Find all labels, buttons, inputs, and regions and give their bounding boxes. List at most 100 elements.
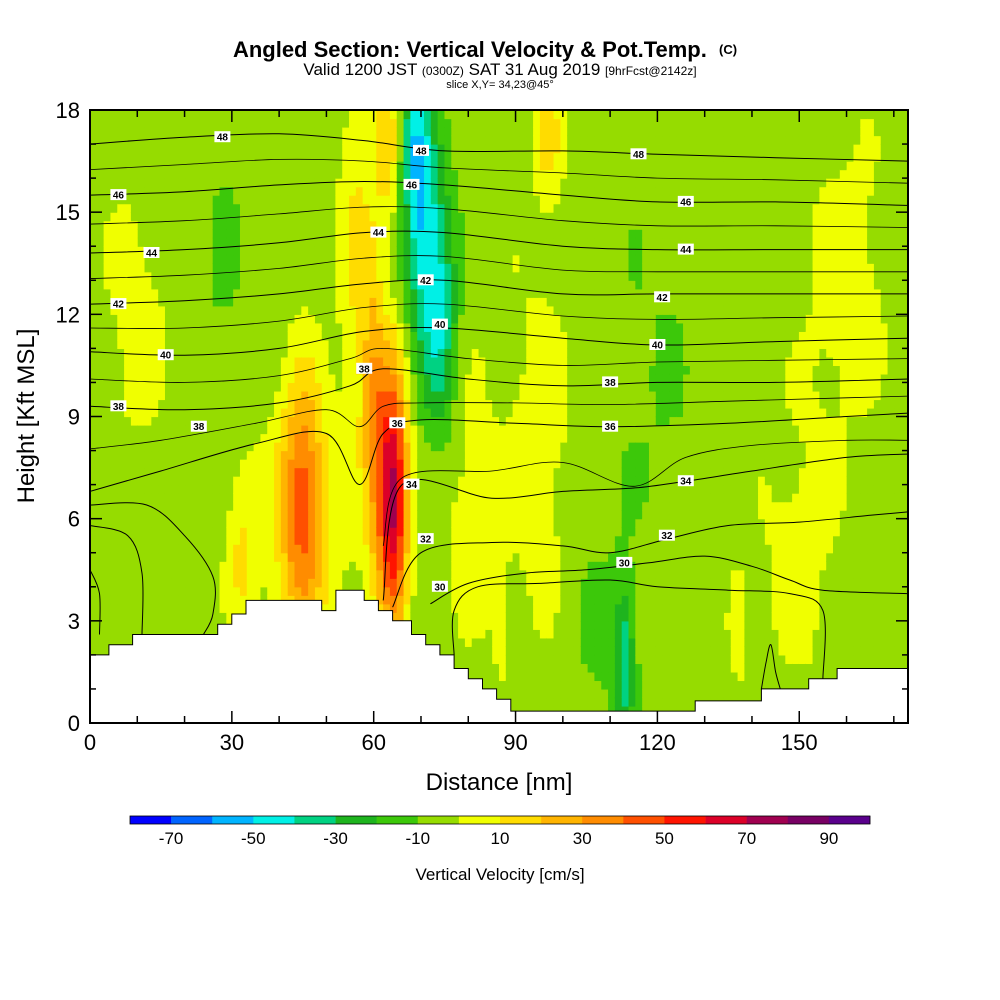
velocity-cell (519, 705, 527, 716)
velocity-cell (90, 254, 98, 264)
velocity-cell (328, 135, 336, 145)
velocity-cell (499, 688, 507, 699)
velocity-cell (533, 144, 541, 154)
velocity-cell (539, 629, 548, 639)
velocity-cell (362, 544, 371, 554)
velocity-cell (396, 390, 405, 401)
velocity-cell (287, 280, 296, 290)
velocity-cell (505, 654, 514, 664)
velocity-cell (519, 450, 527, 460)
velocity-cell (178, 237, 187, 247)
velocity-cell (90, 578, 98, 588)
velocity-cell (458, 152, 466, 162)
velocity-cell (410, 118, 418, 128)
velocity-cell (512, 305, 521, 315)
velocity-cell (383, 237, 391, 247)
velocity-cell (369, 459, 377, 469)
velocity-cell (389, 203, 398, 213)
velocity-cell (499, 339, 507, 349)
velocity-cell (130, 510, 139, 520)
velocity-cell (335, 212, 343, 222)
velocity-cell (328, 595, 336, 605)
velocity-cell (164, 518, 173, 528)
velocity-cell (314, 237, 323, 247)
velocity-cell (110, 390, 118, 401)
velocity-cell (389, 399, 398, 409)
velocity-cell (376, 288, 384, 298)
velocity-cell (260, 127, 268, 137)
velocity-cell (130, 373, 139, 384)
velocity-cell (137, 561, 146, 571)
velocity-cell (485, 680, 493, 690)
velocity-cell (451, 365, 459, 375)
velocity-cell (124, 178, 132, 188)
velocity-cell (260, 586, 268, 596)
velocity-cell (389, 144, 398, 154)
velocity-cell (124, 518, 132, 528)
velocity-cell (512, 544, 521, 554)
velocity-cell (301, 263, 309, 273)
velocity-cell (117, 578, 125, 588)
velocity-cell (171, 178, 180, 188)
velocity-cell (219, 603, 227, 613)
velocity-cell (233, 459, 241, 469)
velocity-cell (349, 263, 357, 273)
velocity-cell (499, 620, 507, 630)
velocity-cell (280, 339, 289, 349)
velocity-cell (199, 212, 207, 222)
velocity-cell (144, 237, 152, 247)
velocity-cell (526, 195, 534, 205)
velocity-cell (96, 459, 105, 469)
velocity-cell (308, 348, 316, 358)
velocity-cell (301, 356, 309, 367)
velocity-cell (212, 331, 221, 341)
velocity-cell (458, 518, 466, 528)
velocity-cell (192, 407, 200, 418)
velocity-cell (199, 220, 207, 230)
velocity-cell (280, 561, 289, 571)
velocity-cell (239, 195, 248, 205)
velocity-cell (396, 152, 405, 162)
velocity-cell (178, 178, 187, 188)
velocity-cell (151, 373, 159, 384)
velocity-cell (137, 110, 146, 120)
velocity-cell (458, 178, 466, 188)
velocity-cell (308, 212, 316, 222)
velocity-cell (424, 467, 432, 477)
velocity-cell (417, 484, 425, 494)
velocity-cell (362, 569, 371, 579)
velocity-cell (526, 263, 534, 273)
velocity-cell (205, 450, 214, 460)
velocity-cell (253, 467, 262, 477)
velocity-cell (171, 254, 180, 264)
velocity-cell (253, 510, 262, 520)
velocity-cell (151, 459, 159, 469)
velocity-cell (417, 314, 425, 324)
velocity-cell (492, 263, 500, 273)
velocity-cell (444, 314, 452, 324)
velocity-cell (205, 263, 214, 273)
velocity-cell (539, 535, 548, 545)
velocity-cell (199, 169, 207, 179)
velocity-cell (199, 288, 207, 298)
velocity-cell (369, 297, 377, 307)
velocity-cell (485, 118, 493, 128)
velocity-cell (539, 416, 548, 426)
velocity-cell (130, 459, 139, 469)
velocity-cell (396, 271, 405, 281)
velocity-cell (342, 144, 350, 154)
velocity-cell (369, 144, 377, 154)
velocity-cell (417, 203, 425, 213)
velocity-cell (287, 118, 296, 128)
velocity-cell (274, 373, 282, 384)
velocity-cell (430, 484, 439, 494)
velocity-cell (424, 297, 432, 307)
velocity-cell (451, 416, 459, 426)
velocity-cell (505, 144, 514, 154)
velocity-cell (546, 484, 555, 494)
velocity-cell (526, 484, 534, 494)
velocity-cell (117, 433, 125, 443)
velocity-cell (321, 390, 330, 401)
velocity-cell (253, 586, 262, 596)
velocity-cell (485, 237, 493, 247)
